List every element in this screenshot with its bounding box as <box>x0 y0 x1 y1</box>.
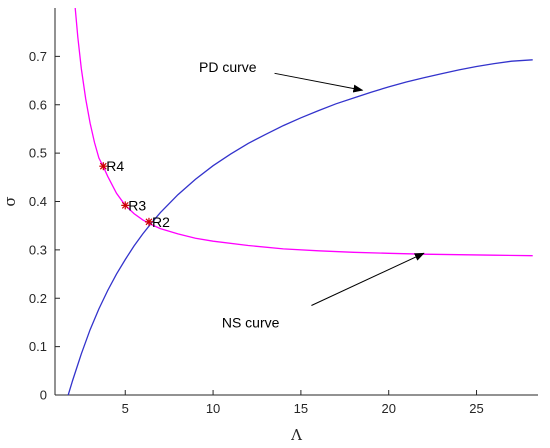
data-point-r2 <box>144 217 153 226</box>
point-label: R3 <box>128 197 146 213</box>
series-line-1 <box>74 7 533 257</box>
point-marker <box>99 162 107 170</box>
annotation-text-1: NS curve <box>222 314 280 330</box>
annotation-layer: PD curve NS curve <box>199 59 425 330</box>
series-line-0 <box>67 59 533 396</box>
x-axis-label: Λ <box>290 426 302 444</box>
y-tick-label: 0.5 <box>29 146 47 161</box>
points-layer: R4 R3 R2 <box>99 158 170 230</box>
point-marker <box>145 218 153 226</box>
annotation-text-0: PD curve <box>199 59 257 75</box>
point-label: R4 <box>106 158 124 174</box>
x-tick-label: 15 <box>294 401 308 416</box>
y-tick-label: 0.7 <box>29 49 47 64</box>
x-tick-label: 10 <box>206 401 220 416</box>
y-axis-label: σ <box>1 196 19 206</box>
x-tick-label: 5 <box>122 401 129 416</box>
annotation-arrow-0 <box>274 72 364 93</box>
data-point-r4 <box>99 162 108 171</box>
y-tick-label: 0.4 <box>29 194 47 209</box>
y-tick-label: 0.6 <box>29 97 47 112</box>
y-tick-label: 0.3 <box>29 242 47 257</box>
y-tick-label: 0 <box>40 388 47 403</box>
y-tick-label: 0.2 <box>29 291 47 306</box>
y-tick-label: 0.1 <box>29 339 47 354</box>
x-tick-label: 20 <box>381 401 395 416</box>
annotation-arrow-1 <box>311 252 425 306</box>
axes: 5 10 15 20 25 0 0.1 0.2 0.3 0.4 0.5 0.6 0.7 <box>29 8 538 416</box>
x-tick-label: 25 <box>469 401 483 416</box>
data-point-r3 <box>121 201 130 210</box>
point-label: R2 <box>152 214 170 230</box>
point-marker <box>121 201 129 209</box>
